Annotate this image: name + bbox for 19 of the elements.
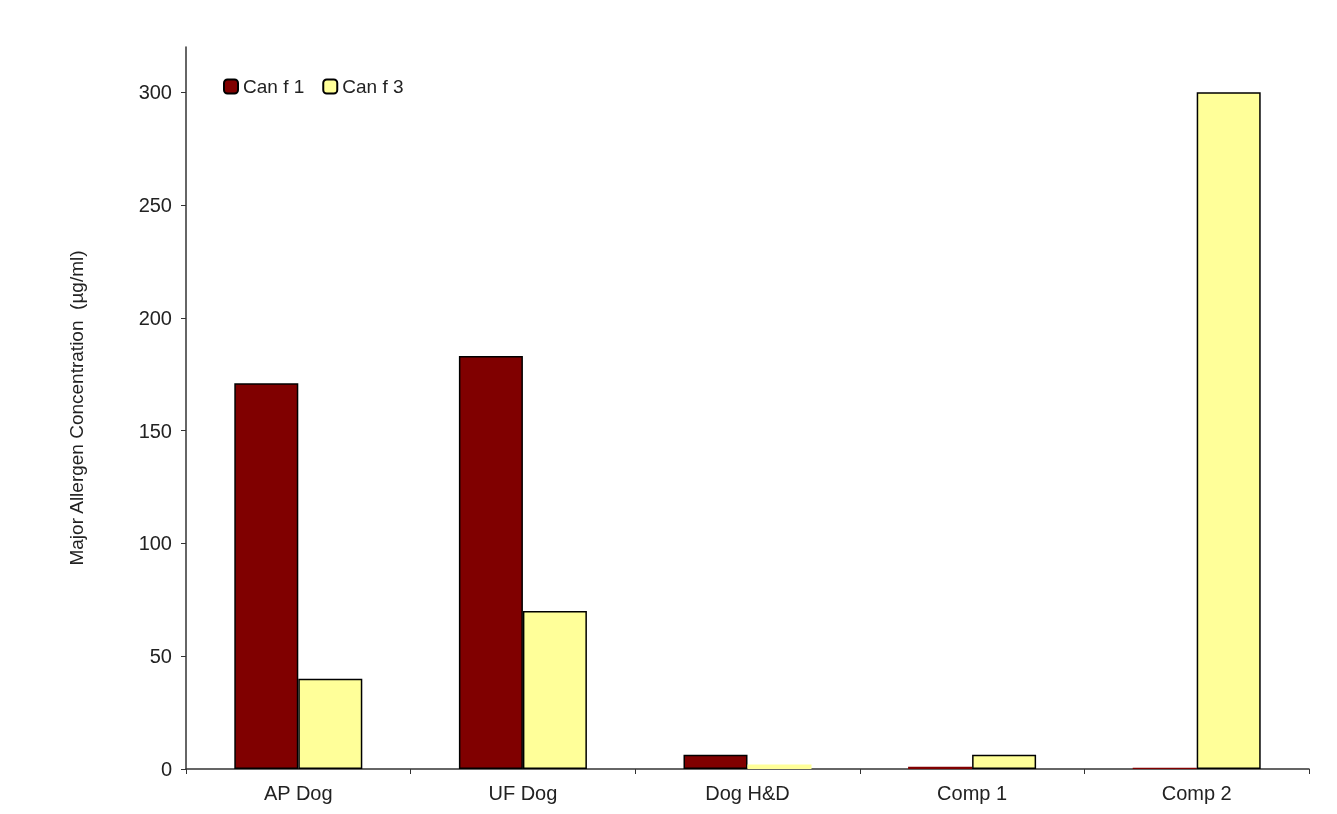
bar: [1196, 92, 1261, 769]
y-tick-label: 150: [138, 419, 172, 442]
y-axis-title: Major Allergen Concentration (µg/ml): [66, 250, 87, 566]
y-tick-label: 0: [160, 758, 172, 780]
bar: [972, 754, 1037, 769]
x-tick-label: AP Dog: [264, 782, 333, 804]
bar: [683, 754, 748, 769]
y-tick-label: 300: [138, 81, 172, 104]
y-tick-label: 100: [138, 532, 172, 555]
bar: [747, 764, 812, 769]
x-tick-label: Comp 2: [1161, 782, 1232, 804]
legend-label: Can f 1: [243, 76, 305, 97]
y-tick-label: 250: [138, 193, 172, 216]
y-tick-label: 50: [149, 645, 172, 668]
y-tick-label: 200: [138, 306, 172, 329]
x-tick-label: UF Dog: [488, 782, 558, 804]
x-tick-label: Comp 1: [937, 782, 1008, 804]
x-tick-label: Dog H&D: [705, 782, 790, 804]
legend-label: Can f 3: [342, 76, 404, 97]
